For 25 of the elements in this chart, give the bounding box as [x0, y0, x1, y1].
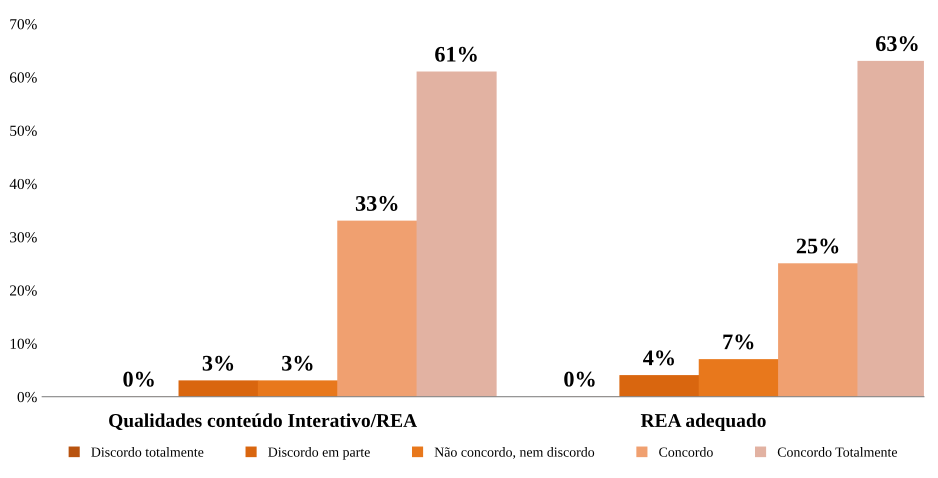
data-label: 3%	[202, 356, 234, 371]
data-label: 25%	[796, 238, 838, 254]
data-label: 7%	[723, 334, 754, 350]
data-label: 63%	[876, 36, 918, 52]
y-tick-label: 50%	[10, 126, 37, 136]
y-tick-label: 0%	[18, 392, 37, 402]
y-tick-label: 10%	[10, 338, 37, 349]
y-tick-label: 30%	[10, 232, 37, 242]
legend-label: Discordo totalmente	[91, 447, 204, 457]
legend-label: Discordo em parte	[268, 447, 370, 460]
legend-label: Concordo	[659, 447, 713, 457]
data-label: 0%	[564, 372, 595, 387]
y-tick-label: 20%	[10, 285, 37, 296]
data-label: 3%	[282, 356, 312, 371]
y-tick-label: 40%	[10, 178, 37, 190]
x-tick-label: REA adequado	[640, 413, 766, 432]
legend-label: Não concordo, nem discordo	[434, 447, 594, 459]
data-label: 33%	[356, 196, 398, 211]
data-label: 0%	[123, 372, 154, 387]
legend-label: Concordo Totalmente	[778, 447, 898, 457]
y-tick-label: 60%	[10, 72, 37, 83]
data-label: 4%	[643, 350, 674, 366]
data-label: 61%	[435, 46, 477, 62]
x-tick-label: Qualidades conteúdo Interativo/REA	[109, 413, 417, 430]
y-tick-label: 70%	[10, 19, 37, 30]
